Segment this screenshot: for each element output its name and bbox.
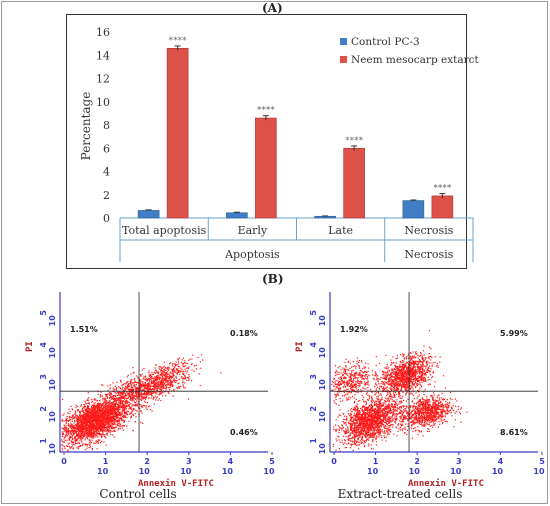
group-label: Apoptosis: [224, 248, 280, 261]
y-tick-base: 10: [48, 347, 57, 359]
y-tick-base: 10: [48, 411, 57, 423]
category-label: Early: [238, 224, 268, 237]
x-tick-label: 1: [103, 457, 109, 466]
scatter-points: [61, 354, 222, 453]
y-tick-label: 2: [39, 406, 48, 412]
significance-label: ****: [169, 36, 188, 46]
y-tick-label: 8: [103, 119, 110, 132]
category-label: Late: [328, 224, 353, 237]
legend-swatch: [340, 56, 347, 63]
legend-label: Control PC-3: [351, 36, 420, 48]
y-axis-label: PI: [295, 341, 305, 352]
x-tick-base: 10: [263, 467, 275, 476]
x-tick-label: 1: [373, 457, 379, 466]
significance-label: ****: [257, 106, 276, 116]
x-tick-label: 5: [269, 457, 275, 466]
x-tick-base: 10: [450, 467, 462, 476]
significance-label: ****: [433, 184, 452, 194]
x-axis-label: Annexin V-FITC: [138, 478, 214, 489]
quadrant-upper-left: 1.51%: [70, 325, 98, 334]
x-tick-label: 0: [331, 457, 337, 466]
y-tick-base: 10: [318, 379, 327, 391]
y-tick-base: 10: [318, 443, 327, 455]
group-label: Necrosis: [404, 248, 453, 261]
y-tick-base: 10: [48, 443, 57, 455]
y-tick-label: 5: [39, 310, 48, 316]
x-tick-base: 10: [409, 467, 421, 476]
significance-label: ****: [345, 136, 364, 146]
y-tick-label: 3: [309, 374, 318, 380]
y-tick-label: 16: [96, 26, 110, 39]
x-tick-label: 4: [498, 457, 504, 466]
caption-control: Control cells: [99, 487, 177, 501]
category-label: Total apoptosis: [122, 224, 207, 237]
bar-chart-frame: [66, 14, 467, 269]
y-tick-label: 14: [96, 49, 110, 62]
x-tick-base: 10: [222, 467, 234, 476]
x-tick-base: 10: [180, 467, 192, 476]
legend-swatch: [340, 38, 347, 45]
panel-a-label: (A): [262, 1, 283, 15]
x-tick-label: 0: [61, 457, 67, 466]
x-tick-label: 4: [228, 457, 234, 466]
x-tick-base: 10: [139, 467, 151, 476]
y-axis-label: PI: [25, 341, 35, 352]
legend-label: Neem mesocarp extarct: [351, 54, 480, 66]
y-tick-label: 6: [103, 142, 110, 155]
x-tick-base: 10: [492, 467, 504, 476]
x-tick-base: 10: [533, 467, 545, 476]
x-tick-base: 10: [367, 467, 379, 476]
y-axis-label: Percentage: [79, 92, 93, 161]
y-tick-label: 0: [103, 212, 110, 225]
y-tick-label: 5: [309, 310, 318, 316]
y-tick-label: 1: [309, 438, 318, 444]
x-tick-label: 3: [186, 457, 192, 466]
y-tick-label: 4: [39, 342, 48, 348]
x-tick-label: 2: [414, 457, 420, 466]
y-tick-base: 10: [48, 379, 57, 391]
quadrant-upper-right: 5.99%: [500, 329, 528, 338]
caption-extract: Extract-treated cells: [337, 487, 463, 501]
x-tick-label: 2: [144, 457, 150, 466]
y-tick-label: 3: [39, 374, 48, 380]
quadrant-lower-right: 0.46%: [230, 428, 258, 437]
y-tick-base: 10: [48, 315, 57, 327]
y-tick-label: 4: [309, 342, 318, 348]
panel-b-label: (B): [262, 272, 284, 286]
x-axis-label: Annexin V-FITC: [408, 478, 484, 489]
quadrant-upper-left: 1.92%: [340, 325, 368, 334]
y-tick-base: 10: [318, 411, 327, 423]
scatter-points: [331, 330, 468, 452]
y-tick-base: 10: [318, 315, 327, 327]
category-label: Necrosis: [404, 224, 453, 237]
x-tick-base: 10: [97, 467, 109, 476]
y-tick-base: 10: [318, 347, 327, 359]
y-tick-label: 4: [103, 166, 110, 179]
x-tick-label: 3: [456, 457, 462, 466]
y-tick-label: 2: [103, 189, 110, 202]
x-tick-label: 5: [539, 457, 545, 466]
y-tick-label: 1: [39, 438, 48, 444]
y-tick-label: 12: [96, 73, 110, 86]
quadrant-upper-right: 0.18%: [230, 329, 258, 338]
y-tick-label: 2: [309, 406, 318, 412]
quadrant-lower-right: 8.61%: [500, 428, 528, 437]
y-tick-label: 10: [96, 96, 110, 109]
